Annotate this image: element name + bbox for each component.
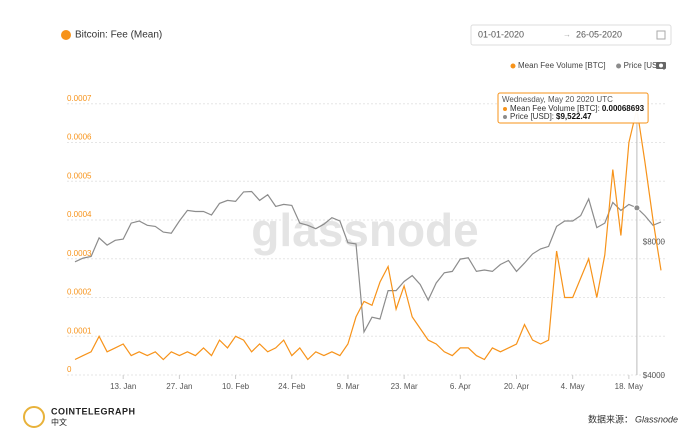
y-tick-label: 0.0005: [67, 171, 92, 180]
x-tick-label: 9. Mar: [337, 382, 360, 391]
legend-marker: [510, 63, 516, 69]
y-tick-label: 0.0002: [67, 288, 92, 297]
x-tick-label: 24. Feb: [278, 382, 306, 391]
tooltip-box: [497, 92, 649, 124]
date-to[interactable]: 26-05-2020: [576, 29, 622, 39]
date-picker[interactable]: [470, 24, 672, 46]
chart-title: Bitcoin: Fee (Mean): [75, 30, 162, 41]
source: Glassnode: [635, 414, 678, 424]
y-tick-label: 0.0007: [67, 94, 92, 103]
legend-label[interactable]: Mean Fee Volume [BTC]: [518, 61, 606, 70]
tooltip-value: 0.00068693: [602, 104, 645, 113]
y2-tick-label: $8000: [643, 238, 666, 247]
brand: COINTELEGRAPH: [51, 406, 136, 416]
tooltip-marker: [503, 115, 507, 119]
series-line: [74, 190, 662, 335]
y-tick-label: 0.0006: [67, 133, 92, 142]
tooltip-label: Mean Fee Volume [BTC]:: [510, 104, 600, 113]
logo-icon: [23, 406, 45, 428]
x-tick-label: 10. Feb: [222, 382, 250, 391]
legend-marker: [616, 63, 622, 69]
bitcoin-icon: [61, 30, 71, 40]
tooltip-label: Price [USD]:: [510, 112, 554, 121]
tooltip-value: $9,522.47: [556, 112, 592, 121]
x-tick-label: 18. May: [615, 382, 643, 391]
x-tick-label: 4. May: [561, 382, 585, 391]
date-from[interactable]: 01-01-2020: [478, 29, 524, 39]
brand-sub: 中文: [51, 417, 67, 427]
hover-point: [633, 204, 641, 212]
x-tick-label: 13. Jan: [110, 382, 136, 391]
legend-label[interactable]: Price [USD]: [624, 61, 666, 70]
tooltip-title: Wednesday, May 20 2020 UTC: [502, 95, 613, 104]
x-tick-label: 23. Mar: [391, 382, 418, 391]
date-arrow: →: [563, 30, 571, 39]
y2-tick-label: $4000: [643, 371, 666, 380]
y-tick-label: 0.0003: [67, 249, 92, 258]
x-tick-label: 6. Apr: [450, 382, 471, 391]
y-tick-label: 0.0001: [67, 326, 92, 335]
x-tick-label: 20. Apr: [504, 382, 530, 391]
camera-lens: [659, 63, 663, 68]
tooltip-marker: [503, 107, 507, 111]
calendar-icon[interactable]: [656, 30, 666, 40]
logo: COINTELEGRAPH 中文: [23, 406, 136, 428]
x-tick-label: 27. Jan: [166, 382, 192, 391]
y-tick-label: 0: [67, 365, 72, 374]
y-tick-label: 0.0004: [67, 210, 92, 219]
source-label: 数据来源：: [588, 413, 633, 424]
watermark: glassnode: [251, 204, 479, 256]
series-line: [74, 108, 662, 361]
